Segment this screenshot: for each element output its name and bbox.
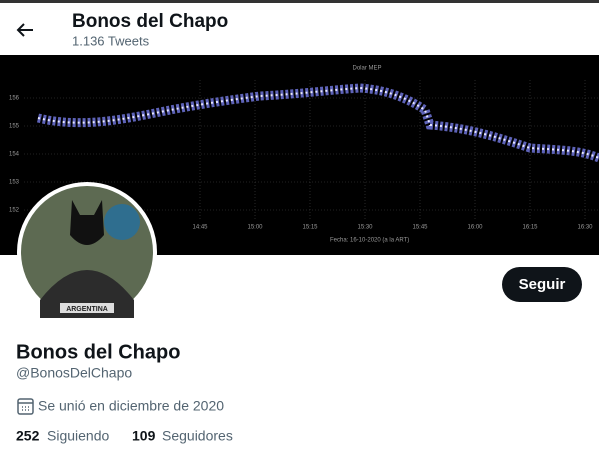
banner-x-tick: 16:00 bbox=[467, 225, 483, 231]
banner-title: Dolar MEP bbox=[352, 66, 381, 72]
header-name: Bonos del Chapo bbox=[72, 11, 228, 32]
back-arrow bbox=[16, 23, 33, 37]
banner-x-tick: 15:00 bbox=[247, 225, 263, 231]
avatar-caption: ARGENTINA bbox=[66, 306, 108, 313]
profile-name: Bonos del Chapo bbox=[16, 341, 180, 363]
back-button[interactable] bbox=[16, 23, 33, 37]
calendar-frame bbox=[17, 398, 34, 415]
top-border bbox=[0, 0, 599, 3]
following-count: 252 bbox=[16, 428, 40, 444]
followers-label: Seguidores bbox=[162, 428, 233, 444]
header-tweets: 1.136 Tweets bbox=[72, 33, 150, 48]
following-label: Siguiendo bbox=[47, 428, 109, 444]
banner-y-tick: 152 bbox=[9, 208, 20, 214]
following-link[interactable]: 252 Siguiendo bbox=[16, 428, 109, 444]
follow-button-label: Seguir bbox=[519, 276, 566, 293]
banner-footer: Fecha: 16-10-2020 (a la ART) bbox=[330, 238, 409, 244]
follow-button-bg bbox=[502, 267, 582, 302]
avatar-sign bbox=[60, 303, 114, 313]
banner-x-tick: 15:30 bbox=[357, 225, 373, 231]
banner-x-tick: 15:45 bbox=[412, 225, 428, 231]
banner-x-tick: 16:30 bbox=[577, 225, 593, 231]
banner-x-tick: 16:15 bbox=[522, 225, 538, 231]
followers-count: 109 bbox=[132, 428, 156, 444]
followers-link[interactable]: 109 Seguidores bbox=[132, 428, 233, 444]
banner-x-tick: 14:45 bbox=[192, 225, 208, 231]
banner-y-tick: 155 bbox=[9, 124, 20, 130]
avatar: ARGENTINA bbox=[17, 182, 157, 322]
banner-trace-highlight bbox=[37, 86, 599, 159]
calendar-dots bbox=[22, 406, 29, 411]
avatar-globe bbox=[104, 204, 140, 240]
calendar-icon bbox=[17, 398, 34, 415]
banner-y-tick: 153 bbox=[9, 180, 20, 186]
avatar-mask bbox=[70, 200, 104, 245]
banner-y-tick: 154 bbox=[9, 152, 20, 158]
profile-handle: @BonosDelChapo bbox=[16, 365, 132, 381]
profile-joined: Se unió en diciembre de 2020 bbox=[38, 398, 224, 414]
banner-x-tick: 15:15 bbox=[302, 225, 318, 231]
follow-button[interactable]: Seguir bbox=[502, 267, 582, 302]
banner-y-tick: 156 bbox=[9, 96, 20, 102]
